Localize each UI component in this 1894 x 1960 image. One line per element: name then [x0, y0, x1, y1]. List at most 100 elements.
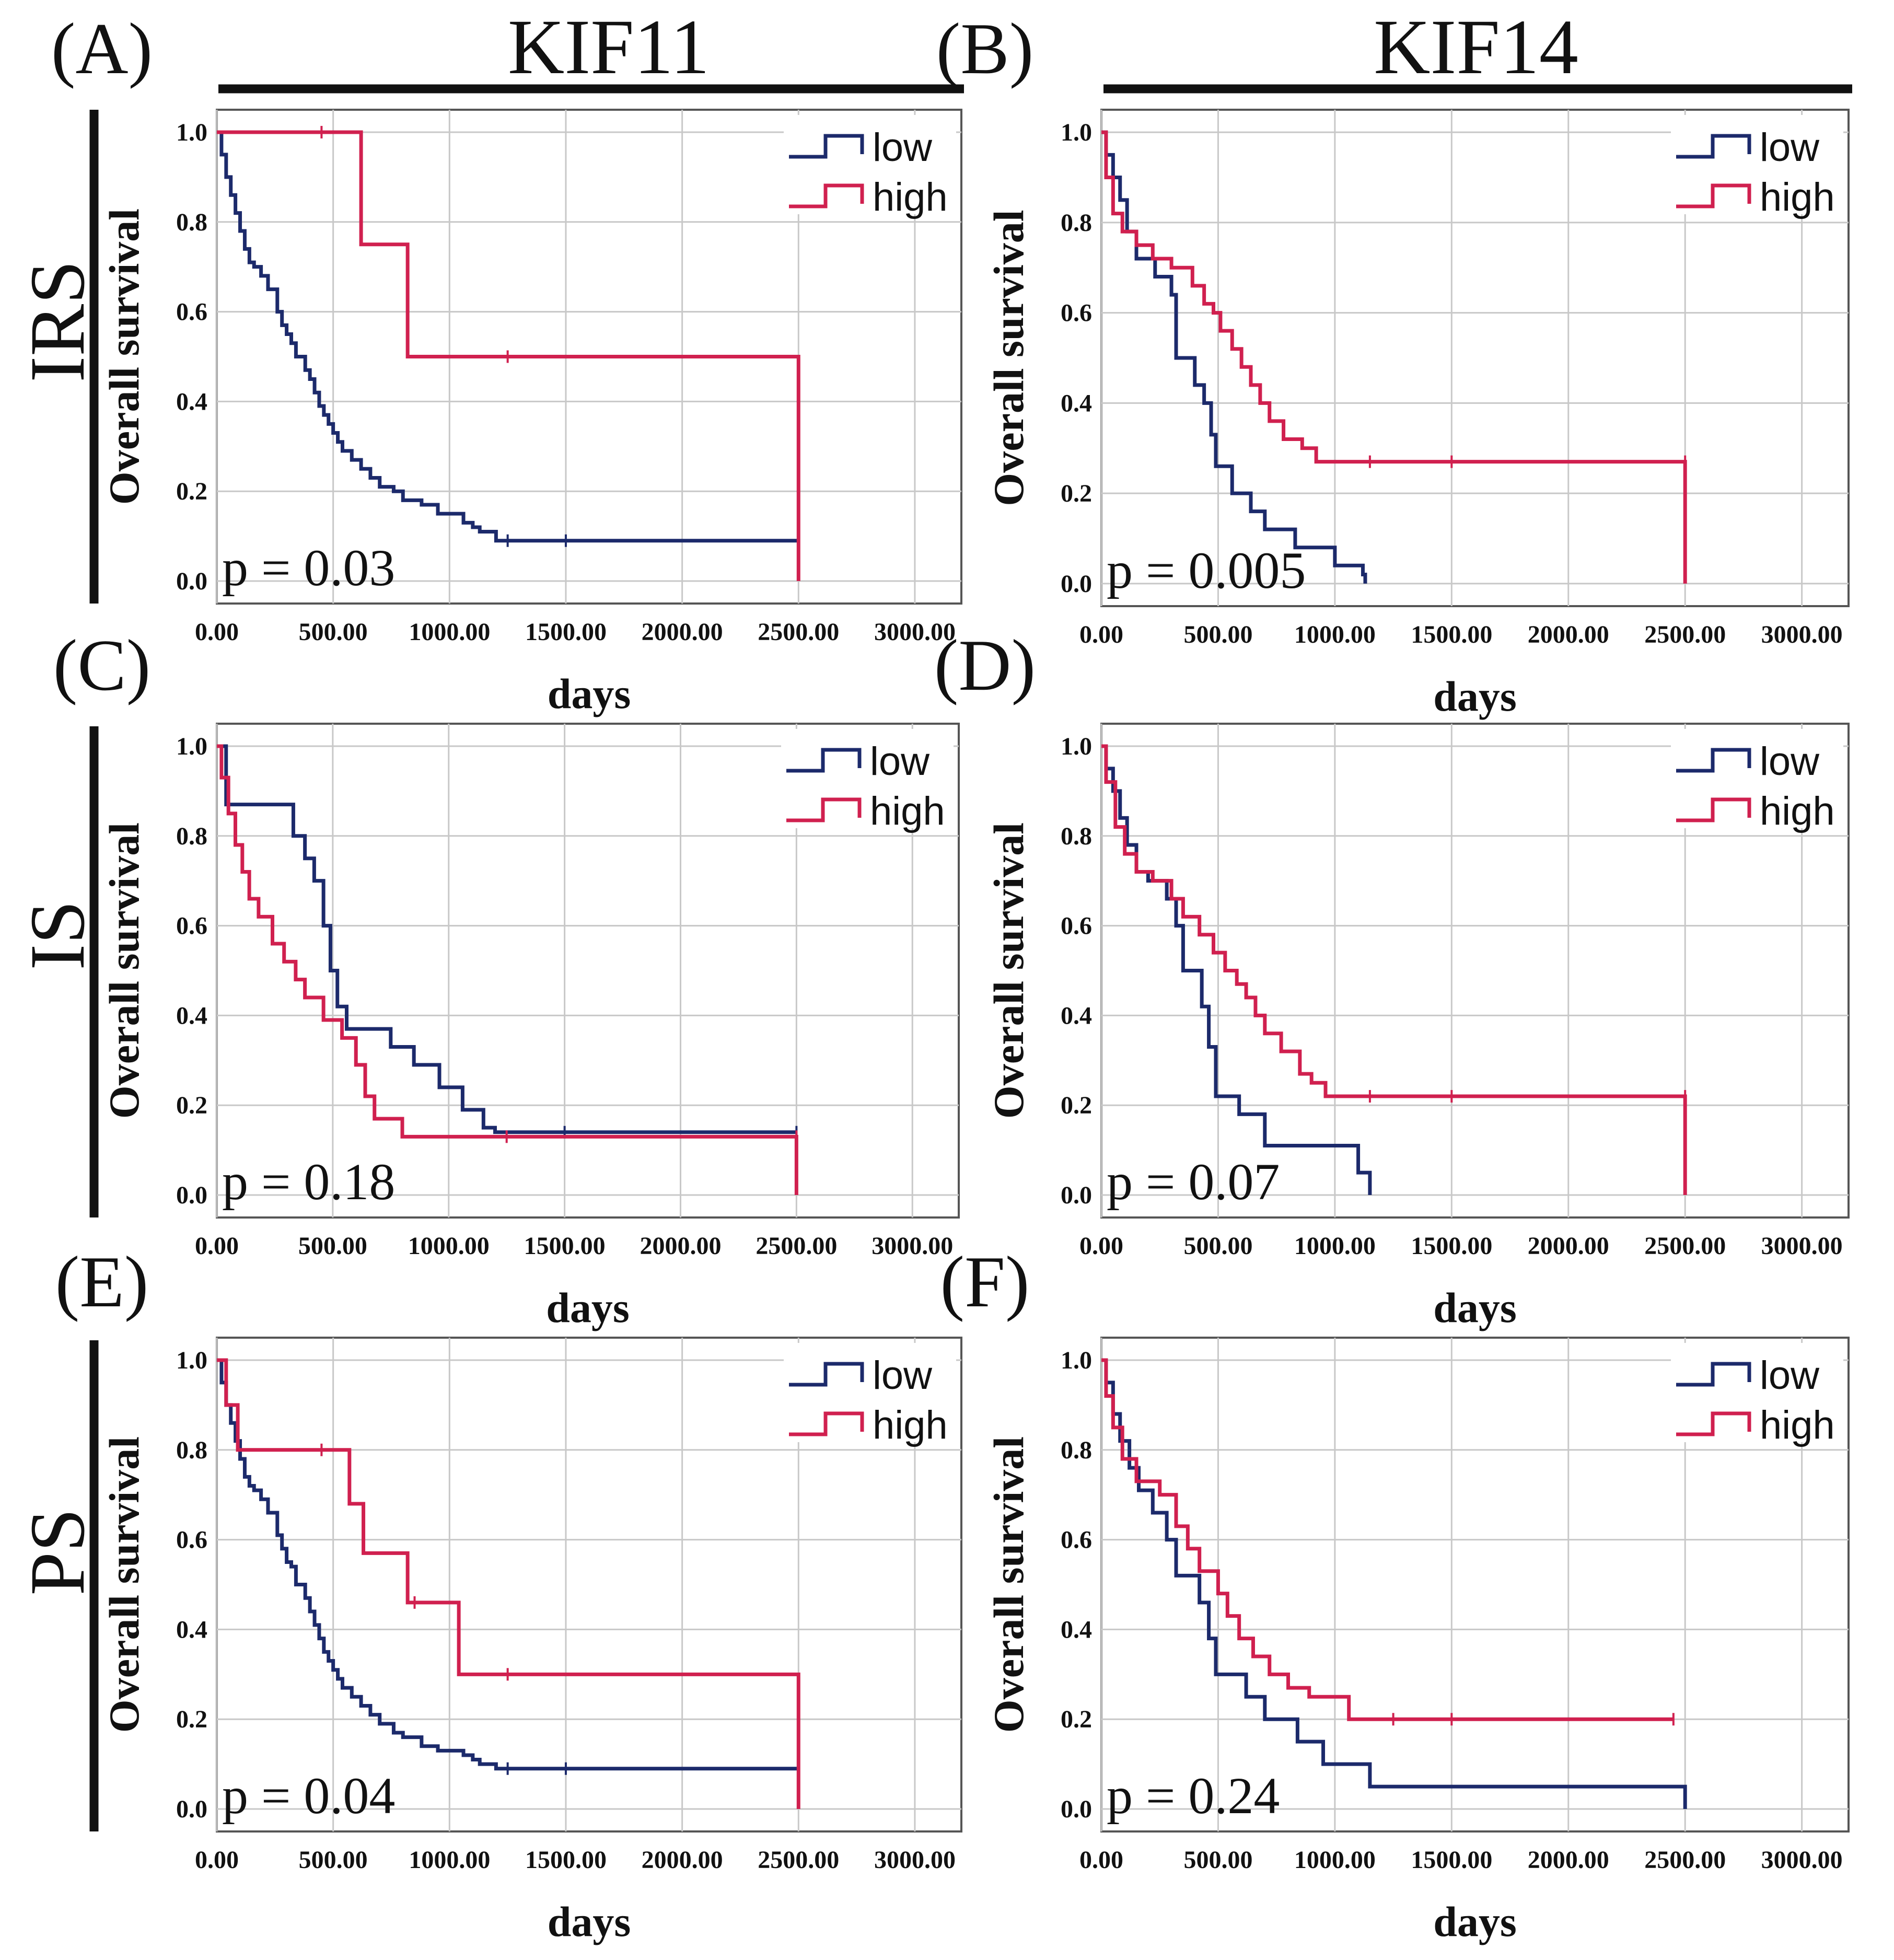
y-tick-label: 1.0 [1061, 119, 1092, 146]
y-tick-label: 1.0 [176, 1347, 207, 1374]
legend-label-high: high [870, 789, 945, 833]
panel-label: (A) [51, 8, 153, 89]
panels: (A) 0.00 500.00 1000.00 1500.00 2000.00 2500.0… [51, 8, 1850, 1945]
y-tick-label: 0.6 [1061, 912, 1092, 940]
km-panel-f: (F) 0.00 500.00 1000.00 1500.00 2000.00 2500.0… [940, 1242, 1850, 1945]
x-tick-label: 2000.00 [642, 618, 723, 646]
series-line-high [1101, 1358, 1674, 1721]
x-tick-label: 2000.00 [1528, 1846, 1609, 1874]
x-tick-label: 1000.00 [408, 1232, 490, 1260]
x-tick-label: 500.00 [1183, 621, 1252, 648]
legend-label-high: high [873, 1403, 948, 1447]
y-tick-label: 0.0 [176, 567, 207, 595]
x-tick-label: 0.00 [195, 1846, 239, 1874]
km-panel-c: (C) 0.00 500.00 1000.00 1500.00 2000.00 2500.0… [53, 625, 960, 1331]
panel-label: (C) [53, 625, 151, 706]
x-tick-label: 1500.00 [525, 618, 607, 646]
legend-label-low: low [873, 125, 933, 170]
x-tick-label: 1500.00 [524, 1232, 606, 1260]
series-line-high [217, 744, 798, 1196]
km-panel-b: (B) 0.00 500.00 1000.00 1500.00 2000.00 2500.0… [936, 8, 1850, 720]
x-tick-label: 500.00 [1183, 1846, 1252, 1874]
y-axis-label: Overall survival [100, 822, 148, 1119]
x-tick-label: 0.00 [195, 1232, 239, 1260]
y-tick-label: 0.8 [176, 208, 207, 236]
x-tick-label: 500.00 [1183, 1232, 1252, 1260]
legend-box [784, 1343, 956, 1442]
legend-swatch-high [1676, 797, 1751, 822]
x-axis-label: days [548, 670, 631, 717]
x-tick-label: 0.00 [1079, 1232, 1123, 1260]
y-tick-label: 0.2 [176, 478, 207, 505]
y-tick-label: 0.4 [176, 1616, 207, 1643]
y-tick-label: 0.4 [1061, 1616, 1092, 1643]
legend-swatch-high [789, 183, 864, 208]
x-tick-label: 3000.00 [874, 618, 956, 646]
panel-label: (B) [936, 8, 1034, 89]
y-tick-label: 0.2 [1061, 1706, 1092, 1733]
x-tick-label: 500.00 [299, 1846, 368, 1874]
legend-swatch-low [789, 134, 864, 159]
y-tick-label: 0.8 [176, 822, 207, 850]
x-tick-label: 1000.00 [409, 1846, 490, 1874]
legend-swatch-high [786, 797, 862, 822]
y-tick-label: 0.2 [176, 1092, 207, 1119]
legend-box [1671, 729, 1843, 828]
x-tick-label: 0.00 [195, 618, 239, 646]
panel-label: (E) [55, 1242, 149, 1323]
y-tick-label: 0.2 [176, 1706, 207, 1733]
x-tick-label: 2000.00 [1528, 621, 1609, 648]
row-label-is: IS [14, 900, 101, 970]
legend-swatch-low [1676, 1362, 1751, 1387]
x-tick-label: 1500.00 [1411, 1232, 1492, 1260]
p-value-label: p = 0.07 [1107, 1153, 1280, 1211]
row-label-irs: IRS [14, 260, 101, 382]
p-value-label: p = 0.18 [222, 1153, 395, 1211]
y-tick-label: 1.0 [176, 119, 207, 146]
km-panel-e: (E) 0.00 500.00 1000.00 1500.00 2000.00 2500.0… [55, 1242, 962, 1945]
legend-swatch-high [1676, 183, 1751, 208]
legend-swatch-low [786, 748, 862, 773]
x-tick-label: 500.00 [299, 618, 368, 646]
x-axis-label: days [548, 1898, 631, 1945]
y-tick-label: 0.4 [176, 388, 207, 415]
series-line-high [217, 1358, 800, 1810]
legend-label-low: low [873, 1353, 933, 1398]
x-tick-label: 1500.00 [1411, 1846, 1492, 1874]
y-tick-label: 0.0 [1061, 1181, 1092, 1209]
series-line-low [217, 1358, 799, 1771]
x-tick-label: 2000.00 [1528, 1232, 1609, 1260]
x-tick-label: 1500.00 [525, 1846, 607, 1874]
series-line-low [1101, 130, 1367, 584]
y-tick-label: 0.0 [176, 1181, 207, 1209]
legend-label-low: low [870, 739, 930, 784]
y-tick-label: 1.0 [176, 733, 207, 760]
legend-swatch-high [789, 1411, 864, 1436]
y-tick-label: 0.8 [176, 1436, 207, 1464]
legend-label-high: high [1760, 175, 1835, 219]
series-line-low [1101, 1358, 1687, 1810]
x-tick-label: 2500.00 [758, 618, 839, 646]
legend-swatch-high [1676, 1411, 1751, 1436]
km-panel-d: (D) 0.00 500.00 1000.00 1500.00 2000.00 2500.0… [934, 625, 1850, 1331]
x-tick-label: 3000.00 [1761, 621, 1843, 648]
x-axis-label: days [1433, 1284, 1517, 1331]
legend-label-high: high [1760, 1403, 1835, 1447]
legend-label-high: high [873, 175, 948, 219]
y-tick-label: 0.4 [1061, 1002, 1092, 1029]
y-tick-label: 0.6 [176, 1526, 207, 1554]
x-tick-label: 1000.00 [1294, 1846, 1376, 1874]
panel-label: (D) [934, 625, 1036, 706]
x-axis-label: days [1433, 1898, 1517, 1945]
y-tick-label: 0.6 [176, 912, 207, 940]
x-tick-label: 2500.00 [756, 1232, 837, 1260]
x-tick-label: 500.00 [298, 1232, 367, 1260]
column-header-kif14: KIF14 [1374, 4, 1578, 90]
p-value-label: p = 0.24 [1107, 1767, 1280, 1825]
legend-swatch-low [1676, 748, 1751, 773]
y-tick-label: 0.0 [1061, 1795, 1092, 1823]
x-tick-label: 2500.00 [758, 1846, 839, 1874]
legend-label-high: high [1760, 789, 1835, 833]
legend-box [1671, 115, 1843, 214]
